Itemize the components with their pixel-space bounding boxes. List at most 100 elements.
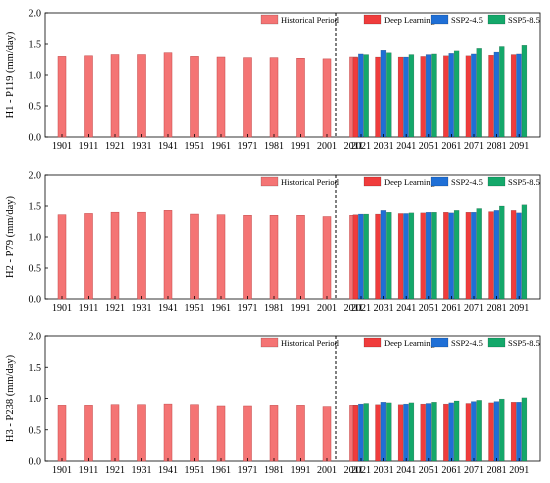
y-tick-label: 0.0	[29, 133, 42, 144]
y-tick-label: 2.0	[29, 332, 42, 343]
y-tick-label: 1.0	[29, 394, 42, 405]
x-tick-label: 1991	[291, 303, 311, 314]
legend-label: SSP5-8.5	[508, 338, 540, 348]
bar-deep-learning-2031	[375, 213, 381, 300]
bar-historical-2001	[322, 58, 332, 138]
bar-ssp2-4-5-2061	[448, 212, 454, 300]
bar-deep-learning-2081	[488, 211, 494, 300]
x-tick-label: 1941	[158, 465, 178, 476]
bar-historical-1991	[296, 215, 305, 300]
x-tick-label: 2081	[487, 465, 507, 476]
bar-ssp5-8-5-2051	[431, 402, 437, 462]
bar-historical-1931	[137, 211, 146, 300]
legend-swatch	[430, 176, 449, 187]
legend-label: SSP2-4.5	[451, 15, 483, 25]
panel-1: 0.0 0.5 1.0 1.5 2.0 H1 - P119 (mm/day) 1901 191…	[5, 9, 541, 152]
y-tick-label: 2.0	[29, 9, 42, 20]
x-tick-label: 1921	[105, 141, 125, 152]
bar-historical-1921	[110, 211, 120, 300]
bar-ssp5-8-5-2031	[386, 211, 392, 300]
bar-historical-1911	[84, 405, 93, 462]
bar-deep-learning-2051	[420, 403, 426, 462]
bar-ssp5-8-5-2071	[476, 48, 482, 138]
bar-ssp5-8-5-2091	[521, 204, 528, 300]
bar-ssp2-4-5-2091	[516, 212, 522, 300]
y-tick-label: 0.0	[29, 295, 42, 306]
x-tick-label: 1901	[52, 141, 72, 152]
x-tick-label: 1951	[185, 465, 205, 476]
panel-2: 0.0 0.5 1.0 1.5 2.0 H2 - P79 (mm/day) 1901 1911…	[5, 171, 541, 314]
x-tick-label: 1911	[79, 465, 99, 476]
x-tick-label: 2071	[464, 465, 484, 476]
bar-historical-2001	[322, 216, 332, 300]
x-tick-label: 1961	[211, 303, 231, 314]
bar-ssp2-4-5-2041	[403, 213, 409, 300]
legend-swatch	[487, 337, 506, 348]
bar-deep-learning-2081	[488, 54, 494, 138]
y-tick-label: 0.5	[29, 425, 42, 436]
x-tick-label: 2001	[317, 141, 337, 152]
bar-ssp5-8-5-2091	[521, 45, 528, 138]
bar-ssp2-4-5-2051	[425, 211, 432, 300]
bar-ssp5-8-5-2041	[408, 212, 415, 300]
x-tick-label: 1971	[238, 303, 258, 314]
y-axis-label: H2 - P79 (mm/day)	[5, 196, 16, 278]
bar-ssp2-4-5-2021	[358, 403, 364, 462]
x-tick-label: 2091	[509, 141, 529, 152]
x-tick-label: 1971	[238, 465, 258, 476]
bar-historical-1991	[296, 405, 305, 462]
bar-ssp5-8-5-2091	[521, 397, 528, 462]
bar-ssp2-4-5-2051	[425, 403, 432, 462]
x-tick-label: 2031	[374, 303, 394, 314]
bar-deep-learning-2081	[488, 402, 494, 462]
bar-deep-learning-2091	[510, 54, 517, 138]
bar-ssp5-8-5-2081	[499, 205, 505, 300]
x-tick-label: 1941	[158, 303, 178, 314]
x-tick-label: 1951	[185, 303, 205, 314]
bar-deep-learning-2041	[397, 56, 404, 138]
legend-swatch	[363, 176, 382, 187]
x-tick-label: 2061	[441, 303, 461, 314]
y-tick-label: 1.5	[29, 363, 42, 374]
bar-deep-learning-2071	[465, 55, 472, 138]
bar-historical-1951	[190, 56, 199, 138]
x-tick-label: 2021	[351, 141, 371, 152]
bar-deep-learning-2091	[510, 210, 517, 300]
bar-historical-1981	[269, 57, 279, 138]
bar-ssp2-4-5-2071	[471, 401, 477, 462]
x-tick-label: 1931	[132, 303, 152, 314]
bar-ssp2-4-5-2051	[425, 54, 432, 138]
x-tick-label: 2081	[487, 141, 507, 152]
y-axis-label: H3 - P238 (mm/day)	[5, 354, 16, 442]
legend-swatch	[430, 337, 449, 348]
bar-ssp2-4-5-2031	[380, 402, 387, 462]
bar-ssp2-4-5-2031	[380, 50, 387, 138]
bar-ssp5-8-5-2051	[431, 211, 437, 300]
legend-label: SSP2-4.5	[451, 177, 483, 187]
legend-label: Deep Learning	[384, 15, 435, 25]
x-tick-label: 2041	[396, 303, 416, 314]
bar-ssp5-8-5-2021	[363, 403, 369, 462]
bar-historical-1911	[84, 213, 93, 300]
bar-historical-1941	[163, 403, 173, 462]
bar-historical-1961	[216, 214, 226, 300]
bar-ssp2-4-5-2021	[358, 213, 364, 300]
y-tick-label: 0.5	[29, 102, 42, 113]
x-tick-label: 2071	[464, 303, 484, 314]
legend-label: SSP5-8.5	[508, 15, 540, 25]
legend-label: Historical Period	[281, 15, 340, 25]
x-tick-label: 1981	[264, 141, 284, 152]
x-tick-label: 1901	[52, 303, 72, 314]
x-tick-label: 2031	[374, 141, 394, 152]
bar-deep-learning-2061	[443, 211, 449, 300]
y-tick-label: 1.5	[29, 202, 42, 213]
x-tick-label: 1911	[79, 303, 99, 314]
x-tick-label: 2001	[317, 303, 337, 314]
x-tick-label: 1901	[52, 465, 72, 476]
x-tick-label: 2051	[419, 141, 439, 152]
bar-historical-1971	[243, 57, 252, 138]
bar-historical-1921	[110, 54, 120, 138]
legend-swatch	[363, 337, 382, 348]
y-tick-label: 0.0	[29, 457, 42, 468]
